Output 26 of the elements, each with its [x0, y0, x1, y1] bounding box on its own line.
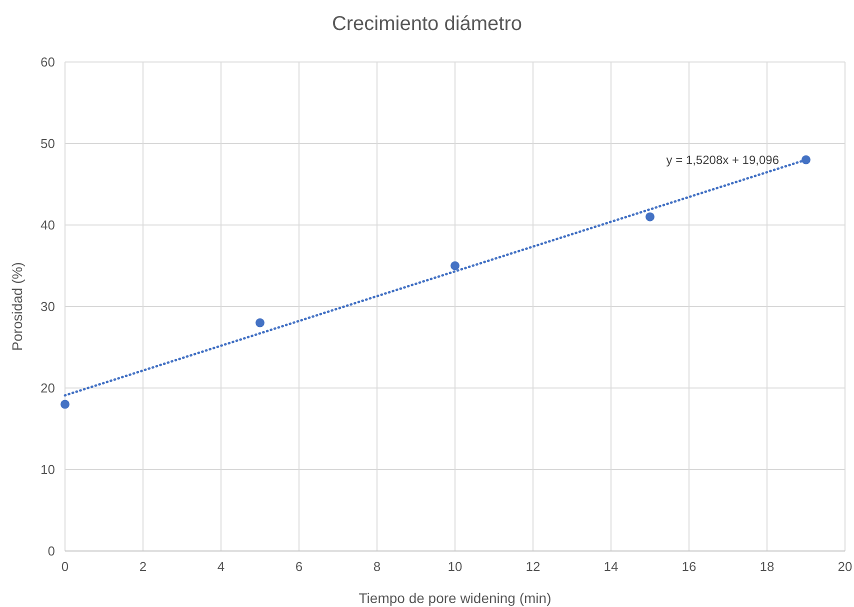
y-tick-label: 50: [40, 136, 55, 151]
x-tick-label: 6: [295, 559, 303, 574]
x-tick-label: 0: [61, 559, 69, 574]
x-axis-title: Tiempo de pore widening (min): [358, 590, 552, 606]
y-tick-label: 10: [40, 462, 55, 477]
y-tick-label: 30: [40, 299, 55, 314]
x-tick-label: 20: [838, 559, 852, 574]
point: [450, 261, 460, 270]
x-tick-label: 12: [526, 559, 540, 574]
point: [646, 212, 654, 222]
annotation: y = 1,5208x + 19,096: [666, 153, 780, 167]
x-tick-label: 4: [217, 559, 225, 574]
y-tick-label: 40: [40, 218, 55, 232]
y-tick-label: 20: [40, 380, 55, 396]
x-tick-label: 2: [139, 559, 147, 574]
point: [60, 400, 70, 409]
point: [256, 318, 264, 328]
x-tick-label: 16: [682, 559, 696, 574]
y-tick-label: 0: [48, 544, 55, 558]
x-tick-label: 18: [760, 559, 774, 574]
y-axis-title: Porosidad (%): [9, 262, 25, 351]
y-tick-label: 60: [40, 54, 55, 70]
x-tick-label: 10: [448, 559, 462, 574]
chart-title: Crecimiento diámetro: [332, 13, 522, 35]
x-tick-label: 14: [604, 559, 618, 574]
x-tick-label: 8: [373, 559, 381, 574]
